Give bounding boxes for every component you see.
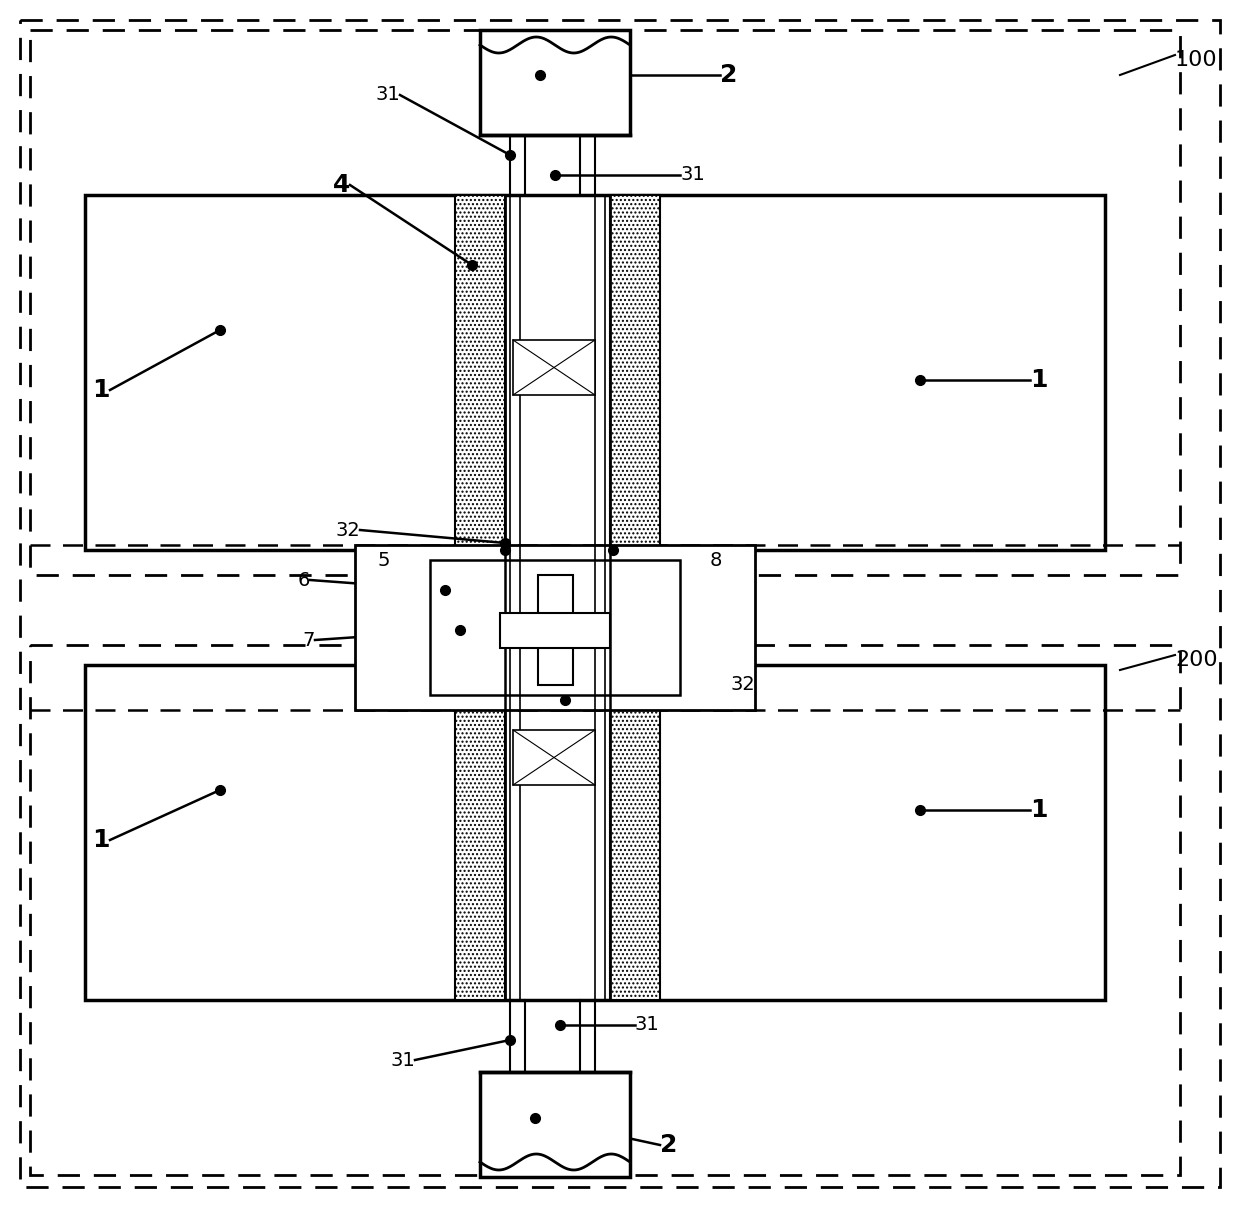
Text: 31: 31 [680, 165, 704, 185]
Text: 2: 2 [660, 1133, 677, 1158]
Bar [30, 645, 1180, 1174]
Text: 4: 4 [332, 173, 350, 197]
Text: 1: 1 [93, 828, 110, 852]
Text: 6: 6 [298, 571, 310, 589]
Text: 1: 1 [1030, 368, 1048, 392]
Text: 31: 31 [635, 1015, 660, 1034]
Bar [86, 196, 1105, 550]
Text: 5: 5 [377, 550, 391, 570]
Text: 200: 200 [1176, 651, 1218, 670]
Bar [455, 196, 505, 550]
Text: 100: 100 [1176, 49, 1218, 70]
Bar [538, 575, 573, 686]
Bar [500, 613, 610, 648]
Bar [480, 30, 630, 135]
Text: 1: 1 [1030, 798, 1048, 822]
Bar [610, 665, 660, 1001]
Text: 32: 32 [335, 520, 360, 540]
Bar [430, 560, 680, 695]
Bar [355, 546, 755, 710]
Text: 2: 2 [720, 63, 738, 87]
Bar [30, 30, 1180, 575]
Bar [455, 665, 505, 1001]
Text: 1: 1 [93, 378, 110, 402]
Bar [610, 196, 660, 550]
Bar [480, 1072, 630, 1177]
Text: 8: 8 [711, 550, 723, 570]
Bar [513, 340, 595, 395]
Text: 7: 7 [303, 630, 315, 649]
Text: 32: 32 [730, 676, 755, 694]
Bar [513, 730, 595, 785]
Bar [86, 665, 1105, 1001]
Text: 31: 31 [376, 86, 401, 105]
Text: 31: 31 [391, 1050, 415, 1069]
